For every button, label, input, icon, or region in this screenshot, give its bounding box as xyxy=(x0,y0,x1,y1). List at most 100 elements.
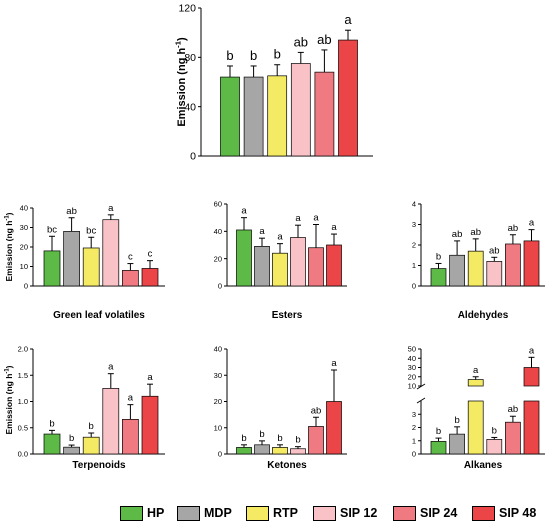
significance-letter: b xyxy=(226,48,233,63)
bar-sip-48-lower xyxy=(523,400,540,455)
y-tick-label: 40 xyxy=(184,101,196,113)
significance-letter: b xyxy=(241,433,246,444)
bar-rtp-upper xyxy=(467,379,484,387)
significance-letter: a xyxy=(331,358,337,369)
bar-sip-48 xyxy=(326,401,342,455)
bar-sip-48 xyxy=(141,268,159,287)
bar-mdp xyxy=(63,231,80,287)
y-tick-label: 10 xyxy=(408,382,416,391)
y-tick-label: 0.5 xyxy=(18,423,28,432)
bar-sip-12 xyxy=(486,261,503,287)
axis-break-mark xyxy=(416,397,426,404)
bar-sip-24 xyxy=(122,419,139,455)
y-tick-label: 20 xyxy=(20,243,28,252)
legend-swatch-sip-24 xyxy=(393,505,416,521)
significance-letter: ab xyxy=(452,229,463,240)
significance-letter: ab xyxy=(317,32,331,47)
bar-hp xyxy=(430,441,447,455)
bar-hp xyxy=(430,268,447,287)
significance-letter: ab xyxy=(508,404,519,415)
bar-sip-48 xyxy=(523,240,540,287)
legend-label-sip-48: SIP 48 xyxy=(499,506,537,520)
legend-item-sip-48: SIP 48 xyxy=(472,503,536,523)
bar-sip-24 xyxy=(308,247,324,287)
significance-letter: b xyxy=(89,421,94,432)
significance-letter: b xyxy=(259,429,264,440)
chart-title: Ketones xyxy=(267,460,307,471)
significance-letter: c xyxy=(148,249,153,260)
significance-letter: a xyxy=(108,203,114,214)
significance-letter: a xyxy=(259,226,265,237)
bar-sip-48 xyxy=(141,395,159,455)
bar-sip-48 xyxy=(326,244,342,287)
y-tick-label: 30 xyxy=(408,363,416,372)
significance-letter: a xyxy=(108,362,114,373)
bar-sip-12 xyxy=(486,439,503,455)
y-axis-label: Emission (ng h-1) xyxy=(4,212,14,281)
significance-letter: ab xyxy=(489,245,500,256)
y-tick-label: 1 xyxy=(412,436,416,445)
bar-sip-12 xyxy=(290,448,306,455)
bar-hp xyxy=(43,250,61,287)
y-tick-label: 0 xyxy=(218,450,222,459)
legend-item-sip-12: SIP 12 xyxy=(313,503,377,523)
significance-letter: bc xyxy=(47,224,57,235)
y-tick-label: 3 xyxy=(412,410,416,419)
significance-letter: b xyxy=(492,425,497,436)
y-axis-label: Emission (ng h-1) xyxy=(4,365,14,434)
bar-sip-48 xyxy=(338,39,358,157)
y-tick-label: 20 xyxy=(408,372,416,381)
significance-letter: b xyxy=(69,433,74,444)
y-tick-label: 0 xyxy=(190,151,196,163)
y-axis-label: Emission (ng h-1) xyxy=(174,37,188,127)
bar-sip-12 xyxy=(290,237,306,287)
legend-label-hp: HP xyxy=(147,506,165,520)
y-tick-label: 60 xyxy=(214,200,222,209)
legend-item-sip-24: SIP 24 xyxy=(393,503,457,523)
bar-sip-24 xyxy=(505,243,521,287)
significance-letter: a xyxy=(529,218,535,229)
y-tick-label: 1 xyxy=(412,261,416,270)
legend-item-mdp: MDP xyxy=(177,503,232,523)
y-tick-label: 50 xyxy=(408,345,416,354)
bar-mdp xyxy=(449,254,465,287)
significance-letter: b xyxy=(295,435,300,446)
legend-item-hp: HP xyxy=(120,503,164,523)
bar-mdp xyxy=(254,246,270,287)
bar-mdp xyxy=(449,433,465,455)
y-tick-label: 120 xyxy=(178,3,196,15)
significance-letter: ab xyxy=(66,206,77,217)
significance-letter: b xyxy=(274,47,281,62)
bar-hp xyxy=(236,229,252,287)
y-tick-label: 10 xyxy=(214,423,222,432)
legend-swatch-mdp xyxy=(177,505,200,521)
significance-letter: b xyxy=(436,426,441,437)
chart-title: Alkanes xyxy=(464,460,503,471)
significance-letter: ab xyxy=(294,34,308,49)
significance-letter: a xyxy=(128,393,134,404)
bar-rtp-lower xyxy=(467,400,484,455)
significance-letter: a xyxy=(241,206,247,217)
y-tick-label: 20 xyxy=(214,397,222,406)
bar-sip-24 xyxy=(122,270,139,287)
legend-label-mdp: MDP xyxy=(204,506,232,520)
significance-letter: a xyxy=(473,365,479,376)
chart-panel-4: 0.0 0.5 1.0 1.5 2.0 b b b a a a Terpenoids Emission … xyxy=(4,345,165,471)
significance-letter: a xyxy=(344,12,352,27)
significance-letter: a xyxy=(295,213,301,224)
chart-panel-2: 0 20 40 60 a a a a a a Esters xyxy=(214,200,347,321)
bar-hp xyxy=(220,76,240,157)
y-tick-label: 4 xyxy=(412,200,416,209)
legend-swatch-sip-12 xyxy=(313,505,336,521)
legend: HP MDP RTP SIP 12 SIP 24 SIP 48 xyxy=(0,503,550,523)
bar-sip-24 xyxy=(505,421,521,455)
bar-sip-12 xyxy=(290,63,311,157)
significance-letter: b xyxy=(49,418,54,429)
y-tick-label: 10 xyxy=(20,262,28,271)
bar-mdp xyxy=(254,444,270,455)
y-tick-label: 40 xyxy=(20,204,28,213)
y-tick-label: 0.0 xyxy=(18,450,28,459)
